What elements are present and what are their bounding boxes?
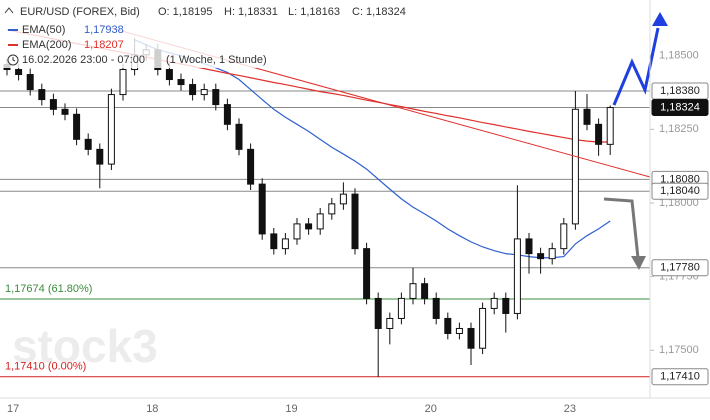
price-box-label: 1,18040 bbox=[660, 185, 700, 197]
candle-body bbox=[293, 223, 301, 240]
candle-body bbox=[247, 148, 255, 185]
candle-body bbox=[165, 69, 173, 81]
legend-value: 1,17938 bbox=[84, 24, 124, 36]
up-arrow-head bbox=[652, 12, 668, 26]
x-tick-label: 18 bbox=[146, 403, 158, 415]
up-arrow bbox=[612, 27, 660, 106]
price-box-label: 1,17410 bbox=[660, 371, 700, 383]
candle-body bbox=[397, 297, 405, 319]
price-box bbox=[651, 368, 709, 386]
candle-body bbox=[595, 123, 603, 145]
stat-high: H: 1,18331 bbox=[224, 6, 278, 18]
candle-body bbox=[84, 138, 92, 150]
level-caption: 1,17674 (61.80%) bbox=[5, 283, 92, 295]
candle-body bbox=[351, 193, 359, 250]
candle-body bbox=[479, 307, 487, 349]
y-tick-label: 1,18000 bbox=[659, 197, 699, 209]
y-tick-label: 1,18250 bbox=[659, 123, 699, 135]
collapse-icon bbox=[4, 7, 14, 14]
stat-close: C: 1,18324 bbox=[352, 6, 406, 18]
candle-body bbox=[444, 317, 452, 334]
candle-body bbox=[26, 74, 34, 91]
candle-body bbox=[560, 223, 568, 250]
level-caption: 1,17410 (0.00%) bbox=[5, 361, 86, 373]
candle-body bbox=[270, 233, 278, 250]
x-tick-label: 20 bbox=[425, 403, 437, 415]
candle-body bbox=[583, 108, 591, 125]
header-bg bbox=[0, 0, 330, 68]
candle-body bbox=[281, 238, 289, 250]
clock-icon bbox=[7, 54, 19, 66]
y-tick-label: 1,18500 bbox=[659, 50, 699, 62]
candle-body bbox=[49, 99, 57, 110]
candle-body bbox=[339, 193, 347, 205]
candle-body bbox=[513, 238, 521, 314]
legend-value: 1,18207 bbox=[84, 39, 124, 51]
title: EUR/USD (FOREX, Bid) bbox=[20, 6, 140, 18]
candle-body bbox=[212, 89, 220, 106]
candle-body bbox=[119, 69, 127, 96]
clock-hand bbox=[12, 57, 16, 62]
down-arrow-head bbox=[631, 256, 646, 270]
candle-body bbox=[189, 84, 197, 96]
header: EUR/USD (FOREX, Bid) O: 1,18195 H: 1,183… bbox=[0, 0, 406, 68]
candle-body bbox=[305, 223, 313, 230]
price-box-label: 1,18380 bbox=[660, 85, 700, 97]
y-tick-label: 1,17500 bbox=[659, 344, 699, 356]
candle-body bbox=[328, 203, 336, 215]
down-arrow bbox=[603, 197, 640, 259]
period: 16.02.2026 23:00 - 07:00 bbox=[22, 54, 145, 66]
candle-body bbox=[490, 297, 498, 309]
candle-body bbox=[38, 89, 46, 101]
watermark: stock3 bbox=[12, 320, 158, 372]
candle-body bbox=[177, 79, 185, 86]
plot: 1,175001,177501,180001,182501,185001,176… bbox=[0, 29, 699, 415]
x-tick-label: 17 bbox=[7, 403, 19, 415]
candle-body bbox=[386, 317, 394, 329]
candle-body bbox=[73, 113, 81, 140]
price-box bbox=[651, 259, 709, 277]
candle-body bbox=[606, 107, 614, 145]
candle-body bbox=[200, 89, 208, 96]
candle-body bbox=[107, 94, 115, 165]
candle-body bbox=[455, 327, 463, 334]
candle-body bbox=[96, 148, 104, 165]
candle-body bbox=[421, 283, 429, 299]
price-box-label: 1,18080 bbox=[660, 173, 700, 185]
candle-body bbox=[571, 108, 579, 225]
price-box-label: 1,17780 bbox=[660, 262, 700, 274]
legend-name: EMA(50) bbox=[22, 24, 65, 36]
candle-body bbox=[537, 253, 545, 260]
price-box bbox=[651, 99, 709, 117]
candle-body bbox=[235, 123, 243, 150]
stat-low: L: 1,18163 bbox=[288, 6, 340, 18]
candle-body bbox=[409, 283, 417, 299]
price-box-label: 1,18324 bbox=[660, 101, 700, 113]
candle-body bbox=[15, 69, 23, 76]
price-box bbox=[651, 182, 709, 200]
interval: (1 Woche, 1 Stunde) bbox=[166, 54, 267, 66]
x-tick-label: 23 bbox=[564, 403, 576, 415]
candle-body bbox=[467, 327, 475, 349]
candle-body bbox=[61, 108, 69, 115]
candle-body bbox=[258, 183, 266, 235]
candle-body bbox=[363, 248, 371, 299]
candle-body bbox=[502, 297, 510, 314]
candle-body bbox=[525, 238, 533, 255]
stat-open: O: 1,18195 bbox=[158, 6, 212, 18]
candle-body bbox=[374, 297, 382, 329]
candle-body bbox=[432, 297, 440, 319]
candle-body bbox=[223, 104, 231, 125]
x-tick-label: 19 bbox=[285, 403, 297, 415]
candle-body bbox=[316, 213, 324, 230]
candle-body bbox=[548, 248, 556, 260]
legend-name: EMA(200) bbox=[22, 39, 72, 51]
